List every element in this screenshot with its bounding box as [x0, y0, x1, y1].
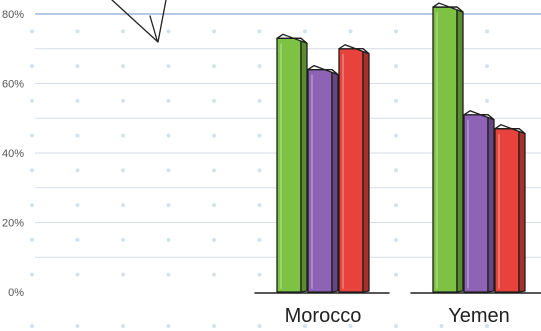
grid-dot: [121, 29, 125, 34]
y-axis: 0% 20% 40% 60% 80%: [2, 9, 24, 299]
grid-dot: [75, 98, 80, 103]
grid-dot: [30, 29, 34, 34]
grid-dot: [30, 324, 34, 328]
grid-dot: [394, 64, 398, 69]
grid-dot: [121, 64, 125, 69]
grid-dot: [348, 29, 353, 34]
grid-dot: [75, 133, 80, 138]
grid-dot: [257, 168, 262, 173]
y-tick-label: 60%: [2, 79, 24, 91]
grid-dot: [394, 272, 398, 277]
grid-dot: [30, 133, 34, 138]
grid-dot: [121, 203, 125, 208]
grid-dot: [394, 168, 398, 173]
sketch-doodle: [111, 0, 167, 43]
grid-dot: [75, 168, 80, 173]
grid-dot: [394, 98, 398, 103]
grid-dot: [212, 324, 216, 328]
grid-dot: [212, 272, 216, 277]
grid-dot: [485, 64, 489, 69]
grid-dot: [303, 324, 307, 328]
grid-dot: [485, 324, 489, 328]
grid-dot: [348, 324, 353, 328]
grid-dot: [257, 324, 262, 328]
grid-dot: [394, 237, 398, 242]
grid-dot: [75, 29, 80, 34]
grid-dot: [257, 237, 262, 242]
grid-dot: [394, 203, 398, 208]
grid-dot: [75, 64, 80, 69]
grid-dot: [166, 237, 171, 242]
y-tick-label: 0%: [8, 287, 24, 299]
grid-dot: [257, 203, 262, 208]
grid-dot: [75, 324, 80, 328]
grid-dot: [121, 324, 125, 328]
grid-dot: [30, 98, 34, 103]
grid-dot: [394, 29, 398, 34]
grid-dot: [166, 98, 171, 103]
grid-dot: [166, 29, 171, 34]
grid-dot: [30, 64, 34, 69]
grid-dot: [166, 203, 171, 208]
bar: [432, 2, 464, 293]
y-tick-label: 20%: [2, 218, 24, 230]
grid-dot: [75, 272, 80, 277]
grid-dot: [75, 237, 80, 242]
x-category-label: Morocco: [285, 305, 362, 327]
bar: [463, 110, 495, 293]
grid-dot: [212, 203, 216, 208]
grid-dot: [257, 64, 262, 69]
grid-dot: [212, 168, 216, 173]
grid-dot: [121, 168, 125, 173]
grid-dot: [121, 98, 125, 103]
grid-dot: [166, 272, 171, 277]
grid-dot: [257, 98, 262, 103]
grid-dot: [257, 272, 262, 277]
y-tick-label: 40%: [2, 148, 24, 160]
grid-dot: [166, 168, 171, 173]
grid-dot: [257, 29, 262, 34]
grid-dot: [303, 29, 307, 34]
grid-dot: [439, 324, 444, 328]
bar: [338, 44, 370, 293]
grid-dot: [75, 203, 80, 208]
grid-dot: [212, 98, 216, 103]
grid-dot: [212, 133, 216, 138]
grid-dot: [257, 133, 262, 138]
grid-dot: [212, 29, 216, 34]
grid-dot: [166, 64, 171, 69]
y-tick-label: 80%: [2, 9, 24, 21]
grid-dot: [485, 29, 489, 34]
chart-bars: [276, 2, 526, 293]
bar: [307, 64, 339, 293]
x-category-label: Yemen: [448, 305, 510, 327]
grid-dot: [30, 203, 34, 208]
chart-dot-pattern: [30, 29, 489, 328]
grid-dot: [394, 324, 398, 328]
grid-dot: [394, 133, 398, 138]
x-axis: Morocco Yemen: [254, 292, 541, 327]
grid-dot: [30, 168, 34, 173]
grid-dot: [30, 237, 34, 242]
grid-dot: [121, 133, 125, 138]
grid-dot: [121, 237, 125, 242]
grid-dot: [485, 98, 489, 103]
grid-dot: [212, 237, 216, 242]
grid-dot: [121, 272, 125, 277]
grid-dot: [166, 324, 171, 328]
bar: [276, 33, 308, 293]
bar: [494, 124, 526, 293]
grid-dot: [166, 133, 171, 138]
grid-dot: [30, 272, 34, 277]
grid-dot: [212, 64, 216, 69]
